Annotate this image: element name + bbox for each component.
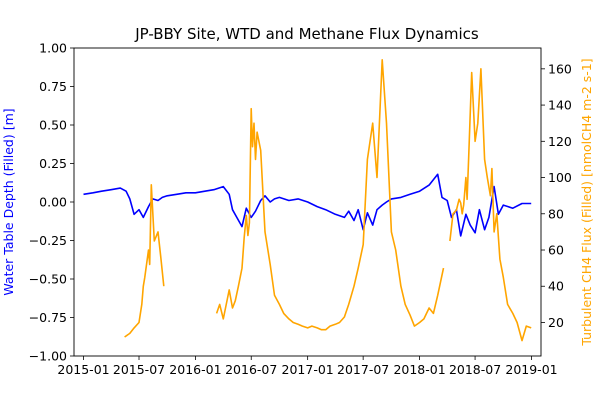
x-tick-label: 2017-01 (282, 362, 334, 377)
chart-title: JP-BBY Site, WTD and Methane Flux Dynami… (134, 25, 479, 43)
plot-frame (73, 47, 542, 357)
left-tick-label: −1.00 (29, 349, 67, 364)
right-tick-label: 60 (548, 243, 564, 258)
x-tick-label: 2016-01 (169, 362, 221, 377)
right-tick-label: 20 (548, 315, 564, 330)
left-tick-label: −0.25 (29, 233, 67, 248)
left-tick-label: 1.00 (39, 41, 67, 56)
x-axis-ticks: 2015-01 2015-07 2016-01 2016-07 2017-01 2017-… (57, 356, 558, 377)
left-tick-label: 0.50 (39, 118, 67, 133)
left-axis-ticks: 1.00 0.75 0.50 0.25 0.00 −0.25 −0.50 −0.75 −1.00 (29, 41, 74, 364)
left-axis-label: Water Table Depth (Filled) [m] (1, 108, 16, 295)
x-tick-label: 2019-01 (505, 362, 557, 377)
right-tick-label: 80 (548, 206, 564, 221)
left-tick-label: 0.25 (39, 156, 67, 171)
x-tick-label: 2017-07 (337, 362, 389, 377)
wtd-series-line (83, 173, 532, 237)
right-tick-label: 120 (548, 134, 572, 149)
ch4-flux-series-line (449, 68, 532, 342)
left-tick-label: −0.75 (29, 310, 67, 325)
x-tick-label: 2015-07 (113, 362, 165, 377)
x-tick-label: 2018-01 (393, 362, 445, 377)
left-tick-label: −0.50 (29, 272, 67, 287)
right-tick-label: 140 (548, 98, 572, 113)
right-tick-label: 100 (548, 170, 572, 185)
ch4-flux-series-line (215, 58, 445, 331)
left-tick-label: 0.00 (39, 195, 67, 210)
plot-series (83, 58, 532, 342)
ch4-flux-series-line (124, 184, 165, 338)
x-tick-label: 2015-01 (57, 362, 109, 377)
x-tick-label: 2018-07 (449, 362, 501, 377)
right-tick-label: 160 (548, 61, 572, 76)
right-axis-label: Turbulent CH4 Flux (Filled) [nmolCH4 m-2… (579, 58, 594, 346)
x-tick-label: 2016-07 (225, 362, 277, 377)
left-tick-label: 0.75 (39, 79, 67, 94)
right-axis-ticks: 20 40 60 80 100 120 140 160 (541, 61, 572, 330)
right-tick-label: 40 (548, 279, 564, 294)
